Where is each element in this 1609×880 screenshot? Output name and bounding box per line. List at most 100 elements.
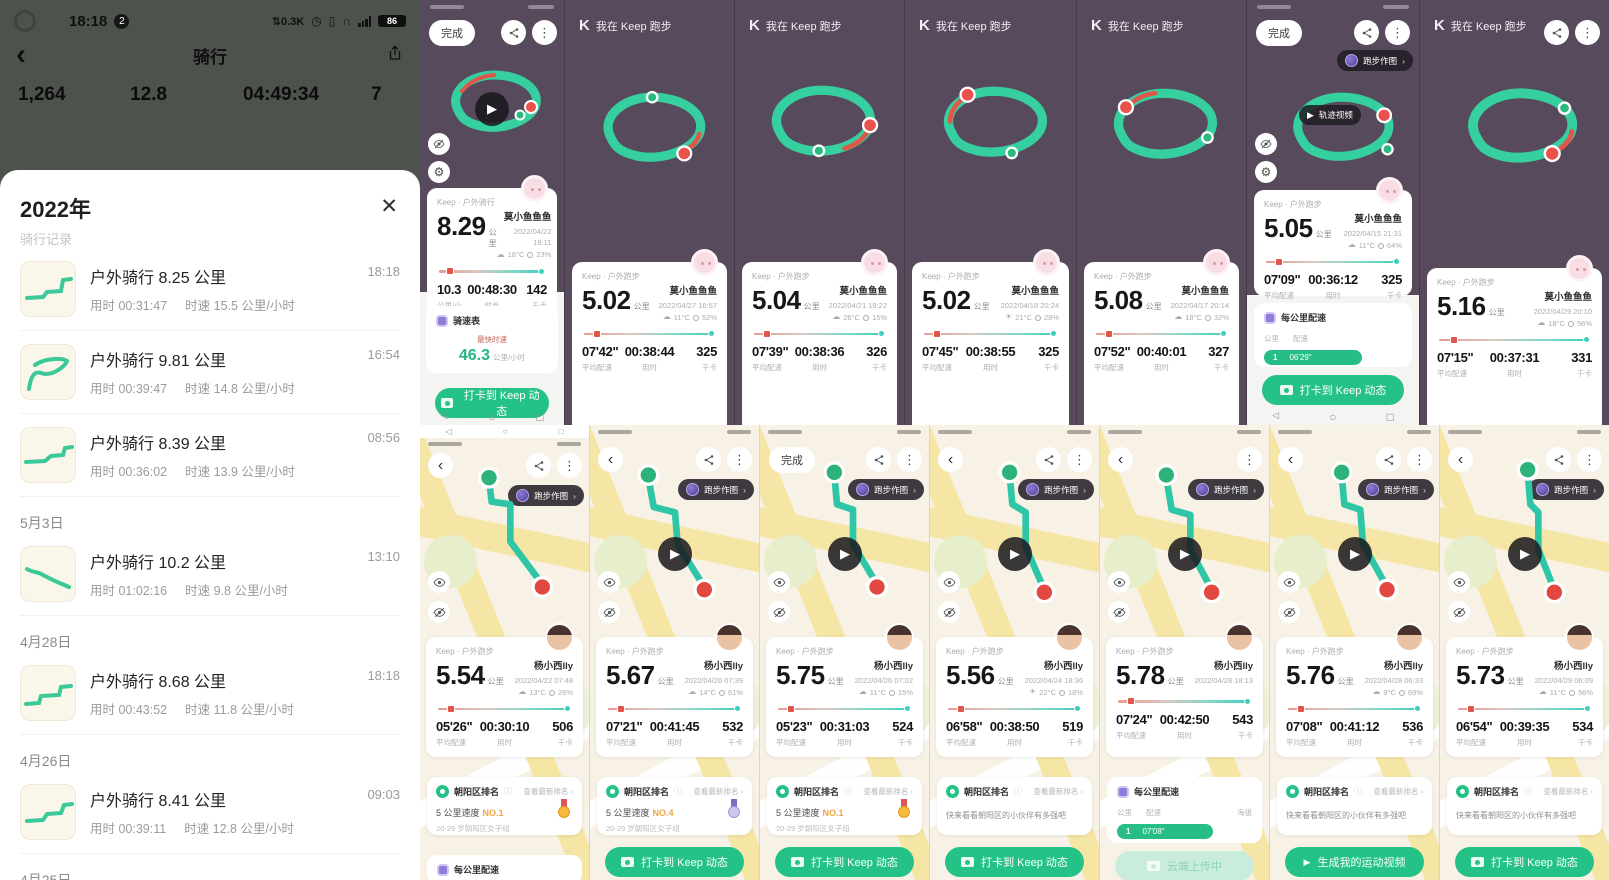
- kebab-menu-icon[interactable]: ⋮: [1237, 447, 1262, 472]
- eye-icon[interactable]: [598, 571, 620, 593]
- eye-off-icon[interactable]: [1108, 601, 1130, 623]
- nav-recents-icon[interactable]: □: [558, 427, 564, 436]
- share-icon[interactable]: [1354, 20, 1379, 45]
- play-button[interactable]: ▶: [1168, 537, 1202, 571]
- play-button[interactable]: ▶: [658, 537, 692, 571]
- district-ranking-card[interactable]: 朝阳区排名 ⓘ 查看最新排名 › 5 公里速度 NO.4 20-29 岁朝阳区女子组: [597, 777, 752, 835]
- eye-icon[interactable]: [1278, 571, 1300, 593]
- run-draw-pill[interactable]: 跑步作图 ›: [508, 485, 584, 506]
- playback-slider[interactable]: [1288, 704, 1421, 713]
- back-icon[interactable]: ‹: [1278, 447, 1303, 472]
- eye-icon[interactable]: [1448, 571, 1470, 593]
- share-icon[interactable]: [1544, 20, 1569, 45]
- nav-back-icon[interactable]: ◁: [445, 427, 452, 436]
- checkin-button[interactable]: 打卡到 Keep 动态: [605, 847, 744, 877]
- back-icon[interactable]: ‹: [598, 447, 623, 472]
- kebab-menu-icon[interactable]: ⋮: [1407, 447, 1432, 472]
- play-button[interactable]: ▶: [828, 537, 862, 571]
- run-draw-pill[interactable]: 跑步作图 ›: [1528, 479, 1604, 500]
- share-icon[interactable]: [1036, 447, 1061, 472]
- run-draw-pill[interactable]: 跑步作图 ›: [848, 479, 924, 500]
- checkin-button[interactable]: 打卡到 Keep 动态: [1455, 847, 1594, 877]
- eye-icon[interactable]: [428, 571, 450, 593]
- ride-record[interactable]: 户外骑行 9.81 公里 用时 00:39:47 时速 14.8 公里/小时 16…: [20, 331, 400, 414]
- checkin-button[interactable]: 打卡到 Keep 动态: [775, 847, 914, 877]
- view-ranking-link[interactable]: 查看最新排名 ›: [1373, 787, 1423, 796]
- play-button[interactable]: ▶: [475, 92, 509, 126]
- play-button[interactable]: ▶: [1338, 537, 1372, 571]
- kebab-menu-icon[interactable]: ⋮: [532, 20, 557, 45]
- kebab-menu-icon[interactable]: ⋮: [1575, 20, 1600, 45]
- kebab-menu-icon[interactable]: ⋮: [557, 453, 582, 478]
- share-icon[interactable]: [1376, 447, 1401, 472]
- ride-record[interactable]: 户外骑行 8.39 公里 用时 00:36:02 时速 13.9 公里/小时 08…: [20, 414, 400, 497]
- eye-off-icon[interactable]: [938, 601, 960, 623]
- playback-slider[interactable]: [948, 704, 1081, 713]
- playback-slider[interactable]: [1118, 697, 1251, 705]
- nav-back-icon[interactable]: ◁: [1272, 410, 1280, 420]
- play-button[interactable]: ▶: [998, 537, 1032, 571]
- view-ranking-link[interactable]: 查看最新排名 ›: [693, 787, 743, 796]
- track-video-pill[interactable]: ▶ 轨迹视频: [1299, 105, 1361, 125]
- playback-slider[interactable]: [438, 704, 571, 713]
- done-button[interactable]: 完成: [1256, 20, 1302, 46]
- done-button[interactable]: 完成: [429, 20, 475, 46]
- eye-off-icon[interactable]: [1255, 133, 1277, 155]
- checkin-button[interactable]: 打卡到 Keep 动态: [1262, 375, 1404, 405]
- share-icon[interactable]: [696, 447, 721, 472]
- eye-off-icon[interactable]: [1448, 601, 1470, 623]
- view-ranking-link[interactable]: 查看最新排名 ›: [1033, 787, 1083, 796]
- playback-slider[interactable]: [439, 267, 545, 276]
- view-ranking-link[interactable]: 查看最新排名 ›: [863, 787, 913, 796]
- kebab-menu-icon[interactable]: ⋮: [727, 447, 752, 472]
- playback-slider[interactable]: [924, 329, 1057, 338]
- share-icon[interactable]: [866, 447, 891, 472]
- playback-slider[interactable]: [608, 704, 741, 713]
- eye-icon[interactable]: [938, 571, 960, 593]
- ride-record[interactable]: 户外骑行 8.41 公里 用时 00:39:11 时速 12.8 公里/小时 09…: [20, 771, 400, 854]
- eye-off-icon[interactable]: [598, 601, 620, 623]
- gear-icon[interactable]: ⚙: [1255, 161, 1277, 183]
- share-icon[interactable]: [501, 20, 526, 45]
- playback-slider[interactable]: [1458, 704, 1591, 713]
- view-ranking-link[interactable]: 查看最新排名 ›: [523, 787, 573, 796]
- back-icon[interactable]: ‹: [16, 38, 26, 71]
- district-ranking-card[interactable]: 朝阳区排名 ⓘ 查看最新排名 › 快来看看朝阳区的小伙伴有多强吧: [1277, 777, 1432, 835]
- ride-record[interactable]: 户外骑行 10.2 公里 用时 01:02:16 时速 9.8 公里/小时 13:…: [20, 533, 400, 616]
- back-icon[interactable]: ‹: [1448, 447, 1473, 472]
- nav-home-icon[interactable]: ○: [488, 410, 496, 424]
- playback-slider[interactable]: [1266, 257, 1400, 266]
- back-icon[interactable]: ‹: [428, 453, 453, 478]
- generate-video-button[interactable]: ▶ 生成我的运动视频: [1285, 847, 1424, 877]
- district-ranking-card[interactable]: 朝阳区排名 ⓘ 查看最新排名 › 5 公里速度 NO.1 20-29 岁朝阳区女子组: [427, 777, 582, 835]
- run-draw-pill[interactable]: 跑步作图 ›: [1188, 479, 1264, 500]
- kebab-menu-icon[interactable]: ⋮: [1067, 447, 1092, 472]
- run-draw-pill[interactable]: 跑步作图 ›: [1018, 479, 1094, 500]
- kebab-menu-icon[interactable]: ⋮: [1577, 447, 1602, 472]
- district-ranking-card[interactable]: 朝阳区排名 ⓘ 查看最新排名 › 快来看看朝阳区的小伙伴有多强吧: [1447, 777, 1602, 835]
- close-icon[interactable]: ✕: [380, 195, 398, 218]
- nav-back-icon[interactable]: ◁: [440, 410, 448, 420]
- nav-recents-icon[interactable]: □: [536, 410, 544, 424]
- ride-record[interactable]: 户外骑行 8.25 公里 用时 00:31:47 时速 15.5 公里/小时 18…: [20, 248, 400, 331]
- share-icon[interactable]: [386, 44, 404, 67]
- playback-slider[interactable]: [584, 329, 715, 338]
- run-draw-pill[interactable]: 跑步作图 ›: [1337, 50, 1413, 71]
- kebab-menu-icon[interactable]: ⋮: [1385, 20, 1410, 45]
- eye-icon[interactable]: [1108, 571, 1130, 593]
- done-button[interactable]: 完成: [769, 447, 815, 473]
- playback-slider[interactable]: [754, 329, 885, 338]
- gear-icon[interactable]: ⚙: [428, 161, 450, 183]
- share-icon[interactable]: [526, 453, 551, 478]
- kebab-menu-icon[interactable]: ⋮: [897, 447, 922, 472]
- checkin-button[interactable]: 打卡到 Keep 动态: [435, 388, 549, 418]
- eye-off-icon[interactable]: [768, 601, 790, 623]
- back-icon[interactable]: ‹: [938, 447, 963, 472]
- district-ranking-card[interactable]: 朝阳区排名 ⓘ 查看最新排名 › 5 公里速度 NO.1 20-29 岁朝阳区女子组: [767, 777, 922, 835]
- playback-slider[interactable]: [778, 704, 911, 713]
- playback-slider[interactable]: [1439, 335, 1590, 344]
- back-icon[interactable]: ‹: [1108, 447, 1133, 472]
- eye-off-icon[interactable]: [428, 133, 450, 155]
- share-icon[interactable]: [1546, 447, 1571, 472]
- view-ranking-link[interactable]: 查看最新排名 ›: [1543, 787, 1593, 796]
